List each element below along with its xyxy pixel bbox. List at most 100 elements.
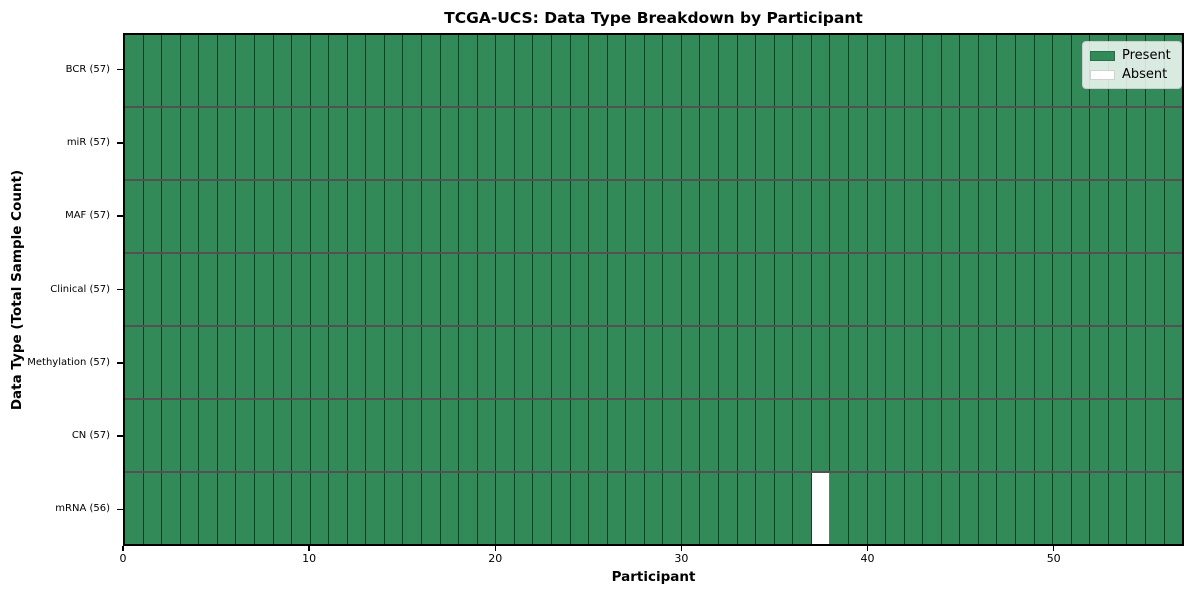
heatmap-cell	[1108, 473, 1128, 544]
heatmap-cell	[236, 327, 255, 398]
heatmap-cell	[867, 327, 887, 398]
heatmap-cell	[644, 35, 664, 106]
heatmap-cell	[477, 327, 497, 398]
heatmap-cell	[626, 327, 645, 398]
heatmap-cell	[960, 254, 979, 325]
x-tick-label: 0	[119, 552, 127, 565]
heatmap-cell	[422, 254, 441, 325]
heatmap-cell	[867, 400, 887, 471]
heatmap-cell	[1127, 181, 1146, 252]
heatmap-cell	[941, 473, 961, 544]
heatmap-cell	[273, 181, 293, 252]
legend-label: Absent	[1122, 67, 1168, 82]
heatmap-cell	[904, 400, 924, 471]
heatmap-cell	[923, 35, 942, 106]
y-tick-label: Clinical (57)	[50, 283, 110, 295]
heatmap-cell	[199, 400, 218, 471]
heatmap-cell	[1090, 108, 1109, 179]
heatmap-cell	[644, 181, 664, 252]
heatmap-cell	[440, 327, 460, 398]
heatmap-cell	[180, 35, 200, 106]
heatmap-cell	[143, 327, 163, 398]
heatmap-cell	[923, 400, 942, 471]
heatmap-cell	[1016, 400, 1035, 471]
heatmap-cell	[477, 254, 497, 325]
heatmap-cell	[403, 327, 422, 398]
heatmap-cell	[1090, 400, 1109, 471]
heatmap-cell	[1053, 35, 1072, 106]
heatmap-cell	[830, 108, 849, 179]
heatmap-cell	[960, 108, 979, 179]
heatmap-cell	[347, 473, 367, 544]
heatmap-cell	[774, 108, 794, 179]
heatmap-cell	[1164, 108, 1183, 179]
heatmap-cell	[551, 181, 571, 252]
heatmap-cell	[347, 35, 367, 106]
heatmap-cell	[217, 35, 237, 106]
heatmap-cell	[737, 254, 757, 325]
heatmap-cell	[644, 400, 664, 471]
heatmap-cell	[329, 35, 348, 106]
heatmap-cell	[681, 327, 701, 398]
heatmap-cell	[551, 473, 571, 544]
heatmap-cell	[607, 35, 627, 106]
heatmap-cell	[292, 400, 311, 471]
heatmap-cell	[830, 327, 849, 398]
heatmap-cell	[589, 400, 608, 471]
heatmap-cell	[663, 327, 682, 398]
heatmap-cell	[366, 327, 385, 398]
heatmap-cell	[366, 35, 385, 106]
heatmap-cell	[904, 473, 924, 544]
heatmap-cell	[811, 400, 831, 471]
heatmap-row-clinical	[125, 254, 1183, 327]
heatmap-cell	[236, 400, 255, 471]
heatmap-cell	[644, 473, 664, 544]
heatmap-cell	[217, 473, 237, 544]
heatmap-cell	[403, 254, 422, 325]
heatmap-cell	[848, 473, 868, 544]
y-tick-mark	[117, 288, 123, 291]
heatmap-cell	[366, 181, 385, 252]
heatmap-cell	[422, 35, 441, 106]
heatmap-cell	[217, 327, 237, 398]
plot-area	[123, 33, 1184, 546]
heatmap-cell	[923, 181, 942, 252]
heatmap-cell	[329, 400, 348, 471]
heatmap-cell	[811, 473, 831, 544]
heatmap-cell	[589, 35, 608, 106]
legend-entry: Absent	[1090, 67, 1171, 82]
heatmap-cell	[848, 400, 868, 471]
heatmap-cell	[681, 473, 701, 544]
heatmap-cell	[366, 254, 385, 325]
heatmap-cell	[904, 35, 924, 106]
x-tick-label: 10	[302, 552, 317, 565]
heatmap-cell	[1053, 108, 1072, 179]
heatmap-cell	[1108, 327, 1128, 398]
heatmap-cell	[310, 181, 330, 252]
heatmap-cell	[236, 254, 255, 325]
heatmap-cell	[589, 108, 608, 179]
heatmap-cell	[403, 400, 422, 471]
heatmap-cell	[830, 35, 849, 106]
heatmap-cell	[459, 35, 478, 106]
heatmap-cell	[125, 254, 144, 325]
heatmap-cell	[292, 327, 311, 398]
heatmap-cell	[384, 181, 404, 252]
heatmap-cell	[700, 327, 719, 398]
x-tick-label: 40	[860, 552, 875, 565]
heatmap-cell	[459, 327, 478, 398]
heatmap-cell	[292, 35, 311, 106]
y-tick-label: Methylation (57)	[27, 356, 110, 368]
x-axis-label: Participant	[611, 569, 696, 585]
heatmap-cell	[1090, 254, 1109, 325]
heatmap-cell	[310, 108, 330, 179]
heatmap-cell	[236, 473, 255, 544]
heatmap-cell	[941, 400, 961, 471]
heatmap-cell	[1071, 400, 1091, 471]
heatmap-cell	[310, 254, 330, 325]
legend-swatch-absent	[1090, 69, 1115, 80]
heatmap-cell	[422, 400, 441, 471]
heatmap-cell	[960, 35, 979, 106]
y-tick-mark	[117, 362, 123, 364]
heatmap-cell	[904, 108, 924, 179]
